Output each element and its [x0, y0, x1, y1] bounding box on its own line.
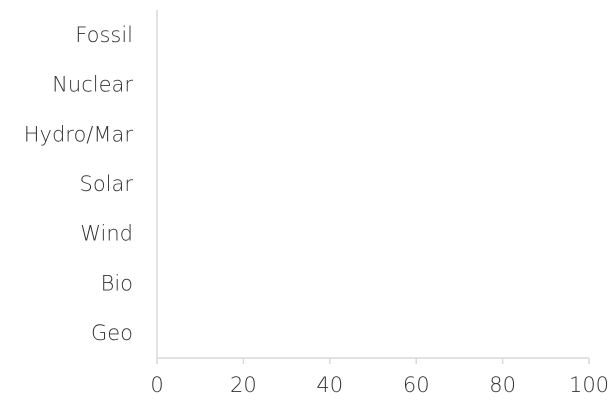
value-axis-tick-label: 100	[569, 373, 609, 397]
value-axis-tick-labels: 0 20 40 60 80 100	[150, 373, 609, 397]
value-axis-tick-marks	[156, 358, 590, 364]
category-label: Hydro/Mar	[24, 122, 134, 146]
value-axis-tick-label: 80	[489, 373, 516, 397]
value-axis-tick-label: 60	[403, 373, 430, 397]
value-axis-tick-label: 40	[316, 373, 343, 397]
value-axis-tick-label: 20	[230, 373, 257, 397]
category-label: Wind	[80, 222, 133, 246]
category-axis-labels: Fossil Nuclear Hydro/Mar Solar Wind Bio Geo	[24, 23, 134, 345]
category-label: Nuclear	[52, 73, 133, 97]
category-label: Fossil	[75, 23, 133, 47]
category-label: Geo	[91, 321, 133, 345]
category-label: Bio	[101, 271, 133, 295]
category-label: Solar	[79, 172, 133, 196]
value-axis-tick-label: 0	[150, 373, 163, 397]
